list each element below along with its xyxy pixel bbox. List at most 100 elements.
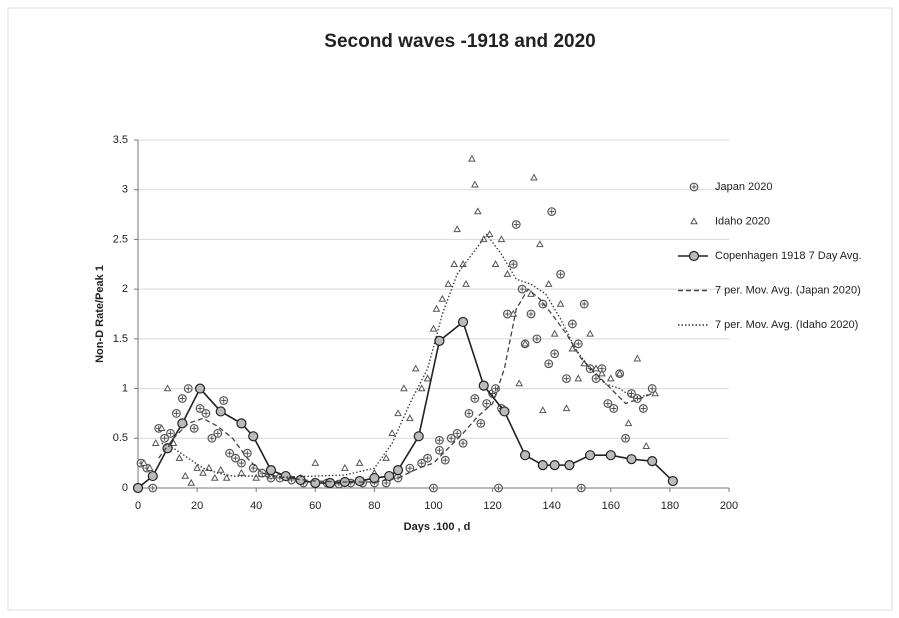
marker [446,433,456,443]
marker [586,329,594,337]
legend-item: 7 per. Mov. Avg. (Idaho 2020) [678,319,858,331]
marker [225,448,235,458]
marker-plus [611,405,617,411]
marker [585,450,596,461]
marker-plus [150,485,156,491]
marker [222,473,231,481]
marker [201,409,211,418]
marker [140,458,148,466]
marker-plus [395,475,401,481]
marker-plus [649,386,655,392]
marker [491,260,500,267]
marker [207,433,217,443]
marker [394,409,402,417]
legend-label: 7 per. Mov. Avg. (Japan 2020) [715,284,861,296]
marker [450,260,459,267]
marker-triangle [216,465,225,473]
marker [453,225,461,233]
marker [574,374,583,382]
marker [237,468,246,476]
marker-plus [605,400,611,406]
marker [615,369,624,377]
marker-triangle [515,379,524,387]
marker [471,180,479,188]
marker [183,384,193,393]
marker-triangle [485,230,494,238]
marker-plus [436,437,442,443]
y-tick-label: 0 [122,482,128,494]
marker [468,154,476,162]
marker [405,463,415,473]
marker [688,250,700,262]
marker [550,329,559,337]
marker-plus [472,396,478,402]
marker-triangle [592,364,600,372]
chart-title: Second waves -1918 and 2020 [324,31,595,52]
marker [400,384,408,392]
marker-triangle [252,473,261,481]
marker-plus [558,271,564,277]
marker [609,404,619,413]
marker-plus [534,336,540,342]
marker [626,454,637,465]
marker [280,470,291,482]
y-tick-label: 2 [122,283,128,295]
marker [520,450,531,461]
marker-plus [179,396,185,402]
marker [423,374,432,382]
marker-plus [244,450,250,456]
marker [476,418,486,428]
marker [579,299,589,309]
marker [355,458,364,466]
x-tick-label: 0 [135,500,141,512]
marker-triangle [140,458,148,466]
marker-triangle [471,180,479,188]
marker-dot [626,454,637,465]
marker [562,374,571,384]
marker [547,207,557,216]
marker [521,339,529,347]
marker-triangle [423,374,432,382]
frame [7,7,893,611]
marker [210,473,219,481]
x-tick-label: 40 [250,500,262,512]
marker-triangle [497,235,506,243]
marker-triangle [536,240,544,248]
marker [195,404,205,413]
marker [642,442,651,449]
marker-dot [549,460,560,471]
marker [219,396,229,405]
marker-plus [238,460,244,466]
marker-plus [575,341,581,347]
marker-triangle [400,384,408,392]
marker-triangle [624,419,633,427]
marker-dot [457,316,469,328]
marker [163,384,172,392]
marker [417,384,426,392]
marker [435,435,444,445]
marker [647,384,657,393]
marker [392,465,404,476]
marker [544,279,553,287]
x-tick-label: 20 [191,500,203,512]
marker [324,477,336,489]
marker-plus [221,398,227,404]
marker-dot [499,406,510,417]
marker [434,335,445,346]
marker-triangle [633,354,642,362]
marker-triangle [417,384,426,392]
y-tick-label: 3 [122,184,128,196]
marker-dot [413,431,424,442]
marker [494,483,503,493]
legend-label: Japan 2020 [715,181,773,193]
marker [132,482,144,494]
marker [503,269,512,277]
marker-dot [478,380,489,391]
y-tick-label: 1.5 [113,333,128,345]
marker [406,414,414,422]
marker [175,453,184,461]
marker [242,448,252,458]
marker [562,404,571,412]
marker-plus [640,405,646,411]
marker-dot [605,450,616,461]
